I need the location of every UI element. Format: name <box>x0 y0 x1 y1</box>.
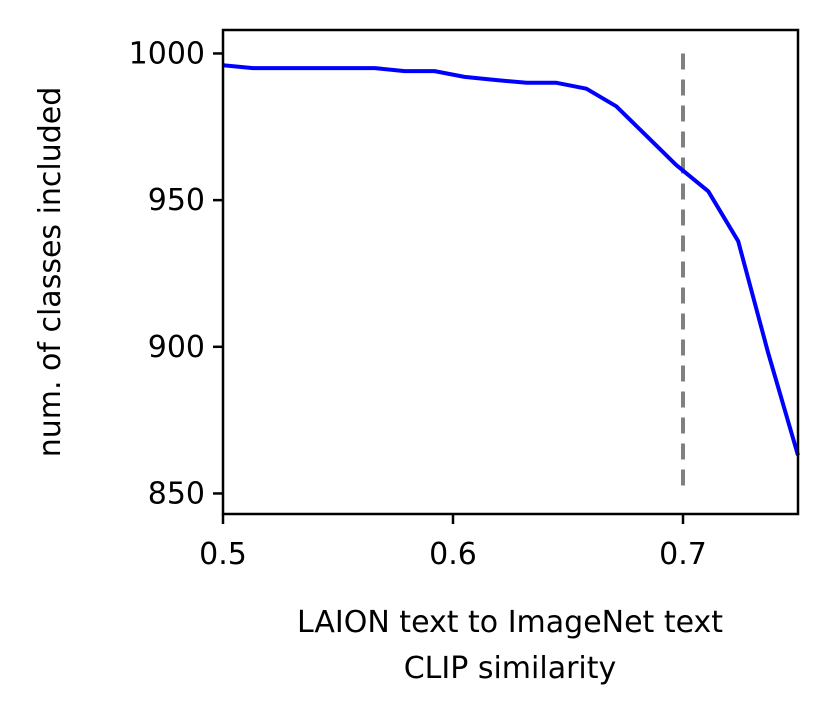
y-tick-label: 950 <box>148 183 205 218</box>
plot-area <box>222 53 800 494</box>
axis-ticks: 0.5 0.6 0.7 850 900 950 1000 <box>129 36 707 572</box>
x-tick-label: 0.7 <box>659 537 707 572</box>
y-tick-label: 900 <box>148 330 205 365</box>
x-axis-label-line-2: CLIP similarity <box>404 651 617 686</box>
x-tick-label: 0.5 <box>199 537 247 572</box>
y-tick-label: 1000 <box>129 36 205 71</box>
series-line <box>222 63 800 456</box>
plot-frame <box>221 28 800 516</box>
x-tick-label: 0.6 <box>429 537 477 572</box>
x-axis-label-line-1: LAION text to ImageNet text <box>297 605 723 640</box>
y-axis-label: num. of classes included <box>33 87 68 458</box>
y-tick-label: 850 <box>148 476 205 511</box>
